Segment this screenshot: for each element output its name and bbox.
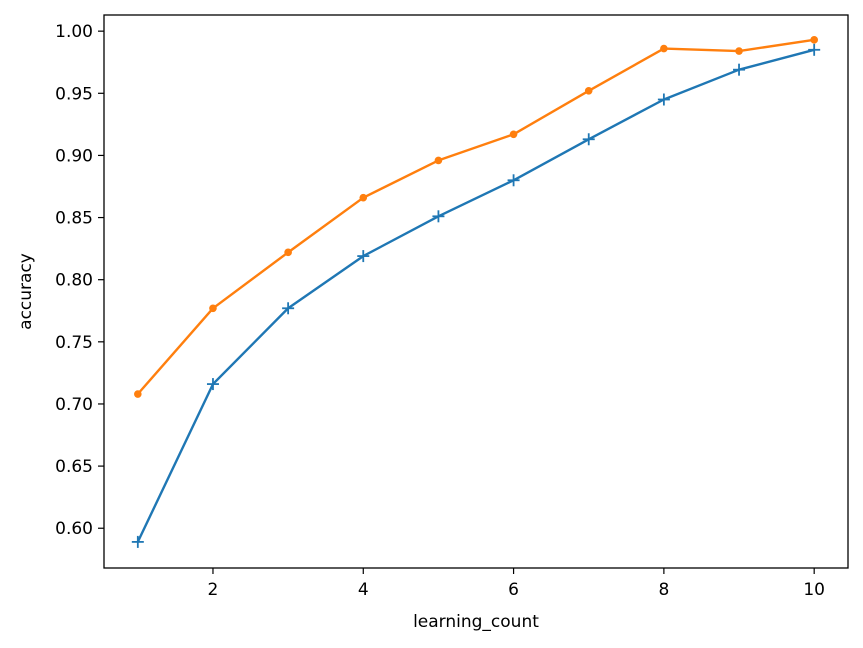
series-1-point: [206, 378, 219, 391]
y-tick-label: 0.85: [55, 209, 93, 229]
series-1-point: [507, 174, 520, 187]
plot-area-frame: [103, 14, 849, 569]
x-axis-label: learning_count: [413, 612, 539, 632]
series-1-point: [131, 535, 144, 548]
y-axis-label: accuracy: [16, 253, 36, 330]
y-tick-label: 0.60: [55, 519, 93, 539]
series-1-point: [582, 133, 595, 146]
y-tick-label: 0.95: [55, 84, 93, 104]
series-1-point: [657, 93, 670, 106]
series-2-point: [434, 156, 443, 165]
x-axis-ticks: 2 4 6 8 10: [208, 568, 825, 600]
series-2-line: [136, 38, 815, 395]
y-tick-label: 0.90: [55, 146, 93, 166]
series-1-point: [808, 43, 821, 56]
series-2-point: [134, 390, 142, 398]
series-1-line: [136, 48, 815, 543]
x-tick-label: 6: [508, 580, 519, 600]
series-2-point: [209, 304, 217, 313]
series-2-point: [509, 130, 518, 139]
series-2-point: [584, 87, 593, 95]
y-tick-label: 0.70: [55, 395, 93, 415]
series-1-point: [432, 210, 445, 223]
series-1-point: [357, 250, 370, 263]
x-tick-label: 2: [208, 580, 219, 600]
x-tick-label: 4: [358, 580, 369, 600]
series-2-point: [359, 193, 368, 202]
series-layer: [131, 36, 821, 548]
y-tick-label: 0.80: [55, 271, 93, 291]
y-tick-label: 0.75: [55, 333, 93, 353]
series-2-point: [735, 47, 743, 55]
y-tick-label: 0.65: [55, 457, 93, 477]
y-axis-ticks: 0.60 0.65 0.70 0.75 0.80 0.85 0.90 0.95 1.00: [55, 22, 104, 539]
series-1-point: [733, 63, 746, 76]
x-tick-label: 8: [658, 580, 669, 600]
series-2-point: [810, 36, 818, 44]
series-2-point: [284, 248, 292, 257]
series-1-point: [282, 302, 295, 315]
y-tick-label: 1.00: [55, 22, 93, 42]
x-tick-label: 10: [803, 580, 825, 600]
series-2-point: [660, 44, 668, 53]
